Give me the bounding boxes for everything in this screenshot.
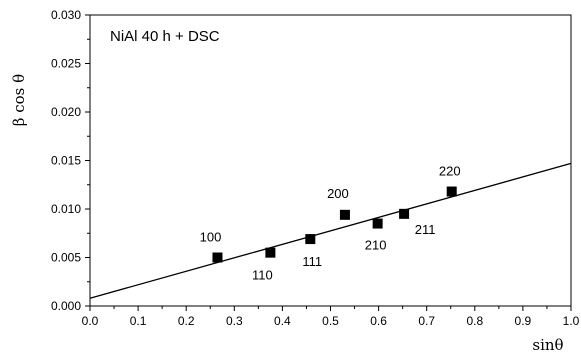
point-label: 200 [327, 186, 349, 201]
x-tick-label: 0.1 [130, 314, 147, 328]
data-point [372, 218, 383, 229]
y-tick-label: 0.005 [51, 251, 81, 265]
point-label: 110 [252, 268, 273, 283]
plot-frame [89, 14, 572, 307]
data-point [305, 234, 316, 245]
y-tick-label: 0.025 [51, 57, 81, 71]
x-tick-label: 0.5 [322, 314, 339, 328]
x-tick-label: 0.3 [226, 314, 243, 328]
x-tick-label: 0.0 [82, 314, 99, 328]
data-point [265, 247, 276, 258]
y-tick-label: 0.030 [51, 8, 81, 22]
point-label: 111 [302, 254, 322, 269]
fit-line [89, 162, 572, 299]
data-point [446, 186, 457, 197]
data-point [339, 209, 350, 220]
point-label: 220 [439, 164, 461, 179]
x-tick-label: 0.7 [418, 314, 435, 328]
x-tick-label: 0.4 [274, 314, 291, 328]
ticks-group: 0.0 0.1 0.2 0.3 0.4 0.5 0.6 0.7 0.8 0.9 1.0 0.000 0.… [51, 8, 580, 328]
y-tick-label: 0.015 [51, 154, 81, 168]
point-label: 211 [415, 222, 436, 237]
data-point [399, 208, 410, 219]
chart-title: NiAl 40 h + DSC [110, 28, 220, 45]
data-point [212, 252, 223, 263]
x-tick-label: 1.0 [563, 314, 580, 328]
x-tick-label: 0.9 [515, 314, 532, 328]
y-tick-label: 0.010 [51, 202, 81, 216]
y-tick-label: 0.020 [51, 105, 81, 119]
data-points: 100 110 111 200 210 211 220 [200, 164, 461, 283]
x-axis-label: sinθ [532, 336, 563, 354]
point-label: 210 [365, 238, 387, 253]
point-label: 100 [200, 230, 222, 245]
x-tick-label: 0.8 [466, 314, 483, 328]
x-tick-label: 0.6 [370, 314, 387, 328]
y-tick-label: 0.000 [51, 299, 81, 313]
y-axis-label: β cos θ [10, 74, 28, 126]
x-tick-label: 0.2 [178, 314, 195, 328]
